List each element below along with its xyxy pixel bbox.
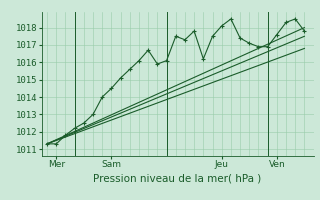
X-axis label: Pression niveau de la mer( hPa ): Pression niveau de la mer( hPa ) — [93, 173, 262, 183]
